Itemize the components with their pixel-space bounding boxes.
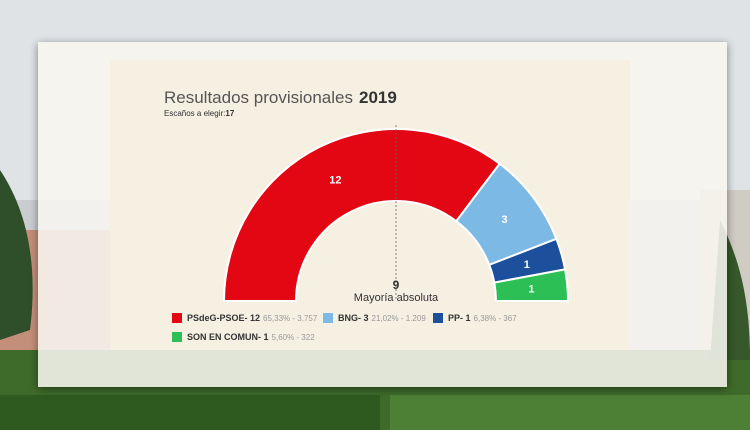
legend-item-son-en-comun: SON EN COMUN- 1 5,60% - 322 <box>172 332 315 342</box>
legend-name: SON EN COMUN- 1 <box>187 332 269 342</box>
seat-segment-psdeg-psoe <box>222 128 502 302</box>
legend-item-pp: PP- 1 6,38% - 367 <box>433 313 517 323</box>
legend-item-psdeg-psoe: PSdeG-PSOE- 12 65,33% - 3.757 <box>172 313 317 323</box>
results-panel: Resultados provisionales 2019 Escaños a e… <box>38 42 727 387</box>
seat-count-label: 1 <box>528 283 534 295</box>
legend-detail: 21,02% - 1.209 <box>371 313 426 323</box>
chart-title-text: Resultados provisionales <box>164 88 353 107</box>
legend-swatch <box>433 313 443 323</box>
majority-label: Mayoría absoluta <box>353 292 439 304</box>
seat-segment-son-en-comun <box>493 268 570 302</box>
legend-swatch <box>172 313 182 323</box>
legend-detail: 5,60% - 322 <box>271 332 315 342</box>
legend-swatch <box>172 332 182 342</box>
seats-value: 17 <box>225 109 235 118</box>
seat-chart: 12 3 1 1 <box>222 125 570 302</box>
legend-name: BNG- 3 <box>338 313 369 323</box>
legend-name: PSdeG-PSOE- 12 <box>187 313 261 323</box>
seat-count-label: 3 <box>501 214 507 226</box>
majority-number: 9 <box>392 278 400 292</box>
chart-year: 2019 <box>359 88 397 107</box>
seat-count-label: 1 <box>524 259 530 271</box>
legend-name: PP- 1 <box>448 313 471 323</box>
legend-item-bng: BNG- 3 21,02% - 1.209 <box>323 313 426 323</box>
legend-detail: 6,38% - 367 <box>473 313 517 323</box>
seat-count-label: 12 <box>329 174 341 186</box>
seats-label: Escaños a elegir: <box>164 109 226 118</box>
chart-title: Resultados provisionales 2019 <box>164 88 397 108</box>
seats-to-elect: Escaños a elegir:17 <box>164 109 234 118</box>
legend-swatch <box>323 313 333 323</box>
legend-detail: 65,33% - 3.757 <box>263 313 318 323</box>
